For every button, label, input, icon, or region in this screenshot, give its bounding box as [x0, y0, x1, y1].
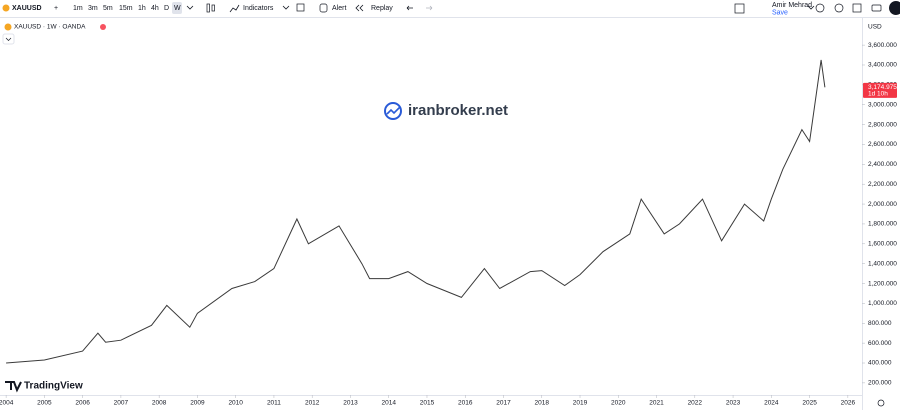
y-tick-label: 3,000.000: [868, 101, 897, 108]
legend-flag: [100, 24, 106, 30]
x-tick-label: 2006: [75, 400, 90, 407]
publish-button[interactable]: [889, 1, 900, 15]
y-tick-label: 2,800.000: [868, 121, 897, 128]
y-tick-label: 600.000: [868, 340, 892, 347]
x-tick-label: 2023: [726, 400, 741, 407]
price-tag-countdown: 1d 10h: [868, 91, 888, 98]
price-tag-label: 3,174.975: [868, 84, 897, 91]
legend-title: XAUUSD · 1W · OANDA: [14, 24, 86, 31]
x-tick-label: 2008: [152, 400, 167, 407]
interval-dropdown[interactable]: [186, 5, 194, 10]
watermark-icon-arrow: [386, 106, 401, 115]
interval-button[interactable]: 3m: [88, 5, 98, 12]
indicators-dropdown[interactable]: [282, 5, 290, 10]
x-tick-label: 2009: [190, 400, 205, 407]
x-tick-label: 2005: [37, 400, 52, 407]
price-tag: [863, 82, 897, 98]
x-tick-label: 2007: [114, 400, 129, 407]
x-tick-label: 2010: [228, 400, 243, 407]
chart-type-button-part: [211, 4, 215, 12]
fullscreen-button[interactable]: [852, 3, 862, 13]
interval-button[interactable]: 15m: [119, 5, 133, 12]
y-tick-label: 1,000.000: [868, 300, 897, 307]
x-tick-label: 2021: [649, 400, 664, 407]
replay-icon: [355, 4, 364, 12]
user-name[interactable]: Amir Mehrad: [772, 2, 812, 9]
x-tick-label: 2024: [764, 400, 779, 407]
redo-button[interactable]: [426, 5, 433, 11]
save-status[interactable]: Save: [772, 9, 788, 16]
logo-icon: [5, 381, 22, 393]
y-tick-label: 2,400.000: [868, 161, 897, 168]
y-tick-label: 2,200.000: [868, 181, 897, 188]
watermark-icon: [384, 102, 402, 120]
layout-icon: [734, 3, 745, 14]
x-tick-label: 2004: [0, 400, 14, 407]
interval-active-bg: [172, 2, 182, 14]
watermark: iranbroker.net: [408, 102, 508, 119]
y-tick-label: 1,800.000: [868, 221, 897, 228]
alert-icon: [319, 3, 328, 13]
snapshot-button[interactable]: [871, 4, 882, 12]
legend-toggle[interactable]: [2, 33, 15, 45]
legend-toggle-icon: [5, 37, 12, 41]
x-tick-label: 2014: [381, 400, 396, 407]
y-tick-label: 200.000: [868, 380, 892, 387]
indicators-button[interactable]: Indicators: [243, 5, 274, 12]
undo-button[interactable]: [406, 5, 413, 11]
x-tick-label: 2025: [802, 400, 817, 407]
interval-button[interactable]: 4h: [151, 5, 159, 12]
symbol-icon: [2, 4, 10, 12]
x-tick-label: 2012: [305, 400, 320, 407]
interval-button[interactable]: D: [164, 5, 169, 12]
legend-icon: [4, 23, 12, 31]
indicators-icon: [229, 4, 240, 13]
replay-button[interactable]: Replay: [371, 5, 393, 12]
price-line: [6, 59, 826, 364]
y-tick-label: 2,600.000: [868, 141, 897, 148]
y-tick-label: 1,600.000: [868, 241, 897, 248]
x-tick-label: 2017: [496, 400, 511, 407]
x-tick-label: 2026: [841, 400, 856, 407]
y-tick-label: 3,600.000: [868, 42, 897, 49]
x-tick-label: 2016: [458, 400, 473, 407]
interval-button[interactable]: 1m: [73, 5, 83, 12]
search-button[interactable]: [815, 3, 825, 13]
symbol[interactable]: XAUUSD: [12, 5, 42, 12]
intervals: 1m 3m 5m 15m 1h 4h D W: [73, 2, 182, 14]
y-tick-label: 1,200.000: [868, 280, 897, 287]
interval-button[interactable]: 5m: [103, 5, 113, 12]
x-tick-label: 2013: [343, 400, 358, 407]
logo: TradingView: [24, 381, 83, 392]
x-tick-label: 2019: [573, 400, 588, 407]
chart-type-button[interactable]: [206, 3, 210, 13]
settings-button[interactable]: [834, 3, 844, 13]
layout-button[interactable]: [296, 3, 305, 12]
x-tick-label: 2020: [611, 400, 626, 407]
y-tick-label: 1,400.000: [868, 260, 897, 267]
time-settings-button[interactable]: [877, 399, 885, 407]
interval-button[interactable]: 1h: [138, 5, 146, 12]
x-tick-label: 2011: [267, 400, 281, 407]
currency-label[interactable]: USD: [868, 24, 882, 31]
user-dropdown[interactable]: [807, 5, 815, 10]
y-tick-label: 3,400.000: [868, 62, 897, 69]
y-tick-label: 2,000.000: [868, 201, 897, 208]
y-tick-label: 400.000: [868, 360, 892, 367]
compare-button[interactable]: +: [54, 5, 58, 12]
interval-button[interactable]: W: [174, 5, 181, 12]
alert-button[interactable]: Alert: [332, 5, 346, 12]
x-tick-label: 2018: [535, 400, 550, 407]
y-tick-label: 800.000: [868, 320, 892, 327]
x-tick-label: 2015: [420, 400, 435, 407]
x-tick-label: 2022: [688, 400, 703, 407]
